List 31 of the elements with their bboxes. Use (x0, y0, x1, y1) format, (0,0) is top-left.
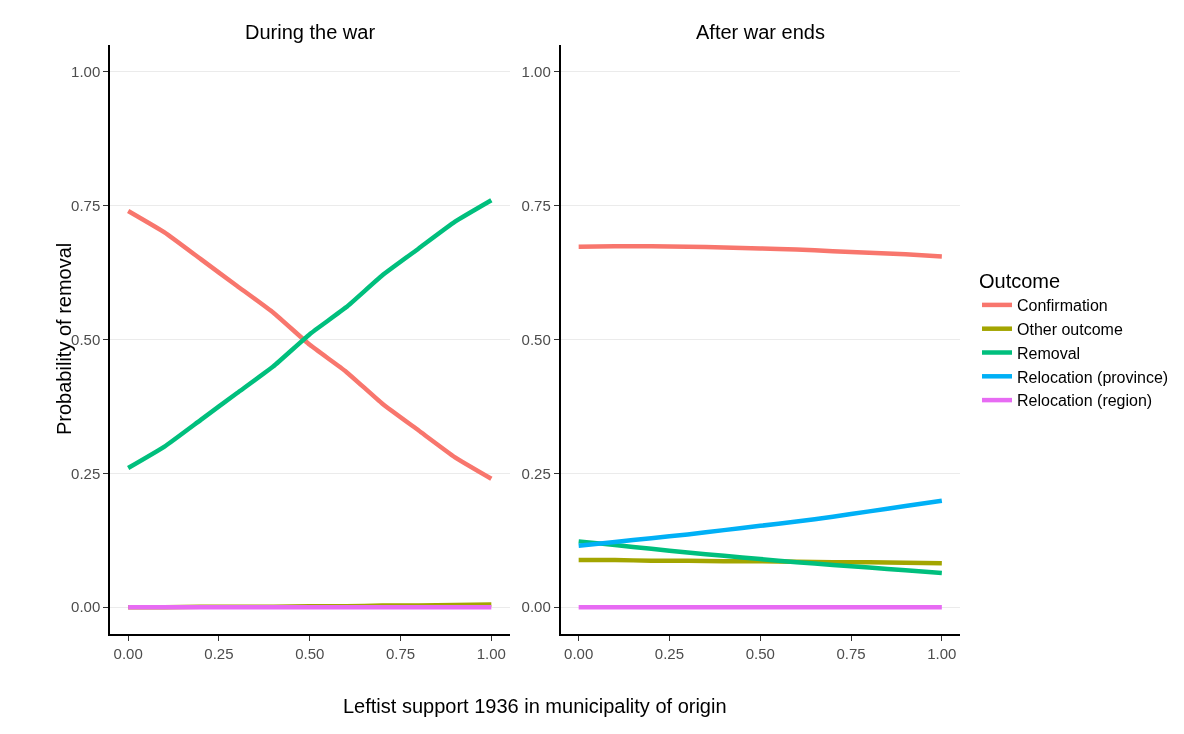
y-tick-label: 0.75 (71, 196, 101, 214)
x-tick-label: 0.75 (836, 644, 866, 662)
legend-label: Relocation (province) (1017, 368, 1169, 386)
legend-label: Relocation (region) (1017, 392, 1153, 410)
x-tick-label: 0.25 (654, 644, 685, 662)
chart-title: After war ends (696, 21, 825, 43)
legend-label: Removal (1017, 344, 1081, 362)
line-series (576, 244, 945, 259)
y-tick-label: 0.00 (71, 598, 101, 616)
y-tick-label: 1.00 (71, 63, 101, 81)
x-tick-label: 0.00 (564, 644, 594, 662)
y-tick-label: 0.25 (71, 464, 101, 482)
line-series (576, 539, 945, 576)
x-tick-label: 0.75 (385, 644, 416, 662)
y-tick-label: 0.75 (521, 196, 551, 214)
x-tick-label: 1.00 (476, 644, 506, 662)
y-tick-label: 1.00 (521, 63, 551, 81)
legend-label: Confirmation (1017, 297, 1108, 315)
legend-label: Other outcome (1017, 320, 1123, 338)
x-tick-label: 0.50 (745, 644, 775, 662)
y-tick-label: 0.25 (521, 464, 551, 482)
x-tick-label: 0.00 (113, 644, 143, 662)
x-tick-label: 1.00 (927, 644, 957, 662)
legend-title: Outcome (979, 270, 1061, 292)
y-tick-label: 0.00 (521, 598, 551, 616)
chart-title: During the war (245, 21, 376, 43)
x-tick-label: 0.25 (204, 644, 234, 662)
line-series (576, 498, 945, 548)
x-axis-title: Leftist support 1936 in municipality of origin (343, 695, 727, 717)
y-tick-label: 0.50 (521, 330, 551, 348)
x-tick-label: 0.50 (295, 644, 325, 662)
